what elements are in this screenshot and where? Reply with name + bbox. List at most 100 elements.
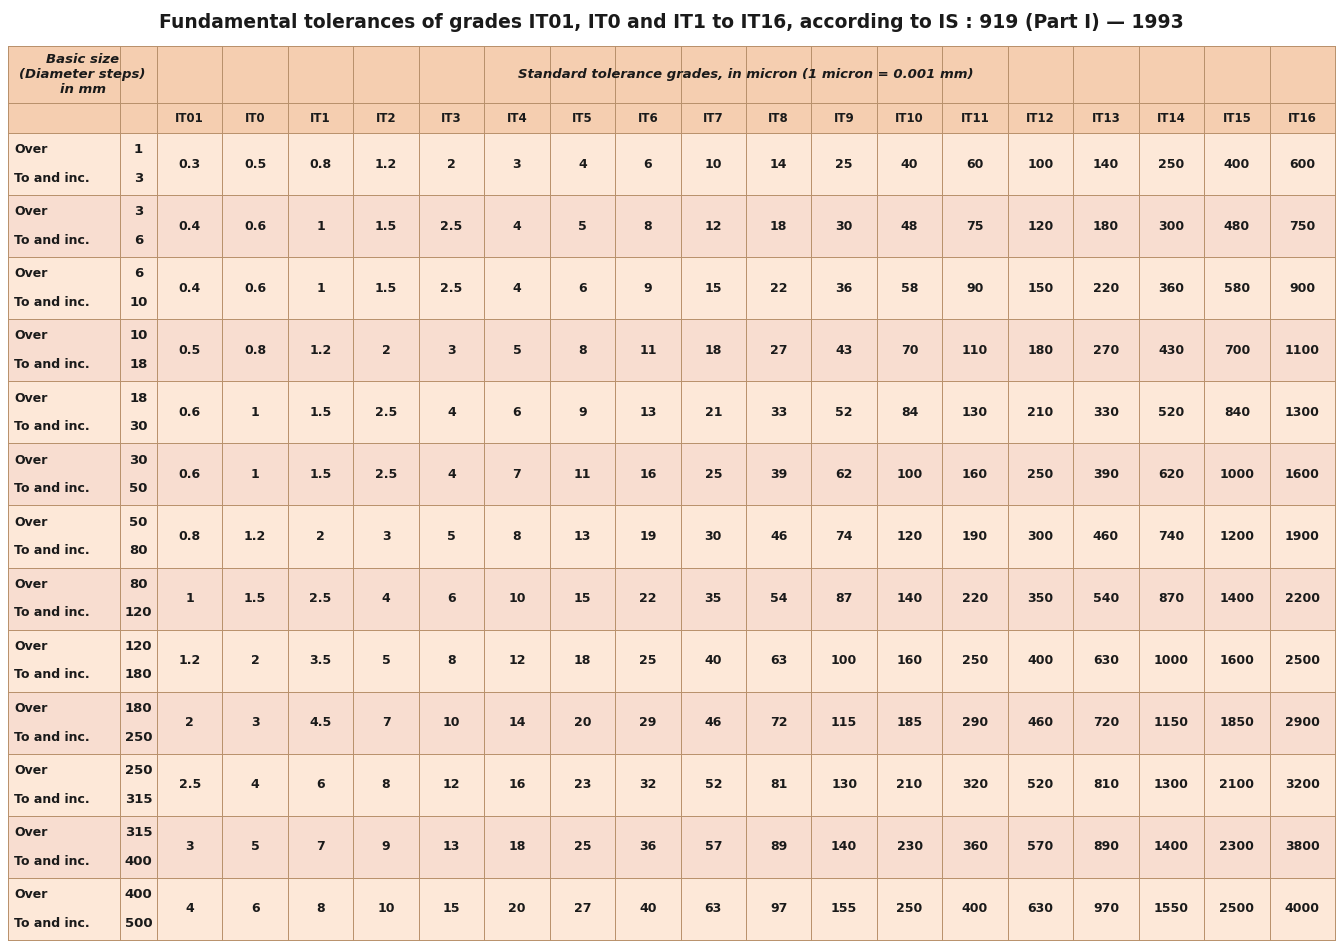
Text: 0.5: 0.5	[179, 344, 201, 356]
Text: 27: 27	[770, 344, 787, 356]
Text: 220: 220	[962, 592, 988, 605]
Text: 1.2: 1.2	[375, 157, 398, 171]
Text: 2: 2	[185, 717, 195, 729]
Text: 2.5: 2.5	[441, 220, 462, 232]
Text: 400: 400	[125, 888, 152, 902]
Text: 10: 10	[129, 330, 148, 342]
Text: 1.5: 1.5	[375, 220, 398, 232]
Text: 1200: 1200	[1219, 530, 1254, 543]
Text: 100: 100	[897, 468, 923, 481]
Text: 54: 54	[770, 592, 787, 605]
Text: 4.5: 4.5	[309, 717, 332, 729]
Text: 50: 50	[129, 516, 148, 529]
Text: IT7: IT7	[702, 112, 724, 124]
Text: 1000: 1000	[1219, 468, 1254, 481]
Text: 0.3: 0.3	[179, 157, 201, 171]
Text: 14: 14	[508, 717, 525, 729]
Text: 1: 1	[251, 406, 259, 419]
Text: 0.5: 0.5	[244, 157, 266, 171]
Text: 360: 360	[962, 840, 988, 853]
Text: 48: 48	[901, 220, 919, 232]
Text: 160: 160	[897, 654, 923, 667]
Text: IT12: IT12	[1026, 112, 1054, 124]
Text: To and inc.: To and inc.	[13, 483, 90, 495]
Text: To and inc.: To and inc.	[13, 607, 90, 619]
Text: 320: 320	[962, 778, 988, 792]
Text: 8: 8	[643, 220, 653, 232]
Text: 3800: 3800	[1285, 840, 1320, 853]
Text: 720: 720	[1093, 717, 1119, 729]
Text: 2: 2	[251, 654, 259, 667]
Text: 70: 70	[901, 344, 919, 356]
Text: Over: Over	[13, 577, 47, 591]
Text: 740: 740	[1158, 530, 1185, 543]
Text: Over: Over	[13, 826, 47, 839]
Text: 110: 110	[962, 344, 988, 356]
Text: 12: 12	[443, 778, 461, 792]
Text: 1550: 1550	[1154, 902, 1189, 916]
Text: 30: 30	[835, 220, 853, 232]
Text: 360: 360	[1159, 282, 1185, 295]
Text: 130: 130	[962, 406, 988, 419]
Text: 2300: 2300	[1219, 840, 1254, 853]
Text: 75: 75	[967, 220, 984, 232]
Text: 1600: 1600	[1219, 654, 1254, 667]
Text: To and inc.: To and inc.	[13, 668, 90, 682]
Text: 3: 3	[447, 344, 455, 356]
Text: 32: 32	[639, 778, 657, 792]
Text: To and inc.: To and inc.	[13, 172, 90, 185]
Text: 1100: 1100	[1285, 344, 1320, 356]
Text: 89: 89	[770, 840, 787, 853]
Text: To and inc.: To and inc.	[13, 296, 90, 309]
Text: 1900: 1900	[1285, 530, 1320, 543]
Text: 4: 4	[381, 592, 391, 605]
Text: 16: 16	[508, 778, 525, 792]
Text: 230: 230	[897, 840, 923, 853]
Text: 1.2: 1.2	[244, 530, 266, 543]
Text: 1600: 1600	[1285, 468, 1320, 481]
Text: 315: 315	[125, 826, 152, 839]
Text: 2.5: 2.5	[375, 406, 398, 419]
Text: 60: 60	[967, 157, 983, 171]
Text: 18: 18	[508, 840, 525, 853]
Text: 300: 300	[1158, 220, 1185, 232]
Text: 84: 84	[901, 406, 919, 419]
Text: 2.5: 2.5	[375, 468, 398, 481]
Text: 2.5: 2.5	[179, 778, 201, 792]
Text: 5: 5	[577, 220, 587, 232]
Text: 7: 7	[513, 468, 521, 481]
Bar	[8, 46, 1335, 133]
Text: 1.5: 1.5	[309, 406, 332, 419]
Text: 10: 10	[377, 902, 395, 916]
Bar	[8, 195, 1335, 257]
Text: 520: 520	[1027, 778, 1054, 792]
Bar	[8, 878, 1335, 940]
Text: 180: 180	[1093, 220, 1119, 232]
Text: IT11: IT11	[960, 112, 990, 124]
Text: 30: 30	[705, 530, 723, 543]
Text: 810: 810	[1093, 778, 1119, 792]
Bar	[8, 444, 1335, 505]
Text: 1400: 1400	[1219, 592, 1254, 605]
Text: 3200: 3200	[1285, 778, 1320, 792]
Text: 27: 27	[573, 902, 591, 916]
Text: 3: 3	[185, 840, 193, 853]
Text: Over: Over	[13, 702, 47, 715]
Text: 210: 210	[1027, 406, 1054, 419]
Text: 21: 21	[705, 406, 723, 419]
Text: 185: 185	[897, 717, 923, 729]
Text: 100: 100	[1027, 157, 1054, 171]
Text: IT2: IT2	[376, 112, 396, 124]
Text: 180: 180	[125, 668, 152, 682]
Text: 8: 8	[513, 530, 521, 543]
Text: 315: 315	[125, 793, 152, 806]
Text: 100: 100	[831, 654, 857, 667]
Text: Over: Over	[13, 516, 47, 529]
Text: 6: 6	[251, 902, 259, 916]
Bar	[8, 692, 1335, 754]
Text: 18: 18	[770, 220, 787, 232]
Text: 13: 13	[639, 406, 657, 419]
Text: 3: 3	[251, 717, 259, 729]
Text: 1.5: 1.5	[244, 592, 266, 605]
Text: 4: 4	[447, 468, 455, 481]
